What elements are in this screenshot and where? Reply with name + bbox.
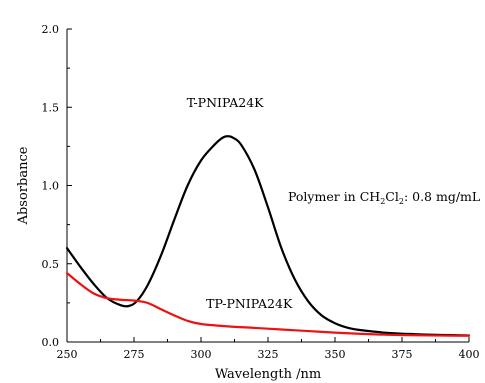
y-axis-title: Absorbance [16, 146, 31, 225]
y-tick-label: 0.5 [42, 258, 60, 271]
x-tick-label: 275 [124, 348, 145, 361]
x-axis-title: Wavelength /nm [215, 367, 321, 382]
condition-suffix: : 0.8 mg/mL [404, 189, 480, 204]
tp-pnipa24k-label: TP-PNIPA24K [206, 296, 293, 311]
y-tick-label: 0.0 [42, 336, 60, 349]
t-pnipa24k-label: T-PNIPA24K [187, 95, 264, 110]
data-series [65, 135, 471, 337]
x-tick-label: 325 [258, 348, 279, 361]
x-tick-label: 300 [191, 348, 212, 361]
y-tick-label: 1.0 [42, 180, 60, 193]
series-line-tp-pnipa24k [65, 272, 471, 337]
ticks: 250 275 300 325 350 375 400 0.0 0.5 1.0 1.5 2.0 [42, 23, 480, 361]
condition-subscript-2: 2 [399, 197, 404, 206]
x-tick-label: 350 [325, 348, 346, 361]
condition-mid: Cl [385, 189, 399, 204]
y-tick-label: 1.5 [42, 101, 60, 114]
x-tick-label: 375 [392, 348, 413, 361]
x-tick-label: 400 [459, 348, 480, 361]
x-tick-label: 250 [57, 348, 78, 361]
condition-annotation: Polymer in CH2Cl2: 0.8 mg/mL [288, 189, 480, 206]
condition-prefix: Polymer in CH [288, 189, 380, 204]
condition-subscript-1: 2 [380, 197, 385, 206]
series-line-t-pnipa24k [65, 135, 471, 337]
y-tick-label: 2.0 [42, 23, 60, 36]
